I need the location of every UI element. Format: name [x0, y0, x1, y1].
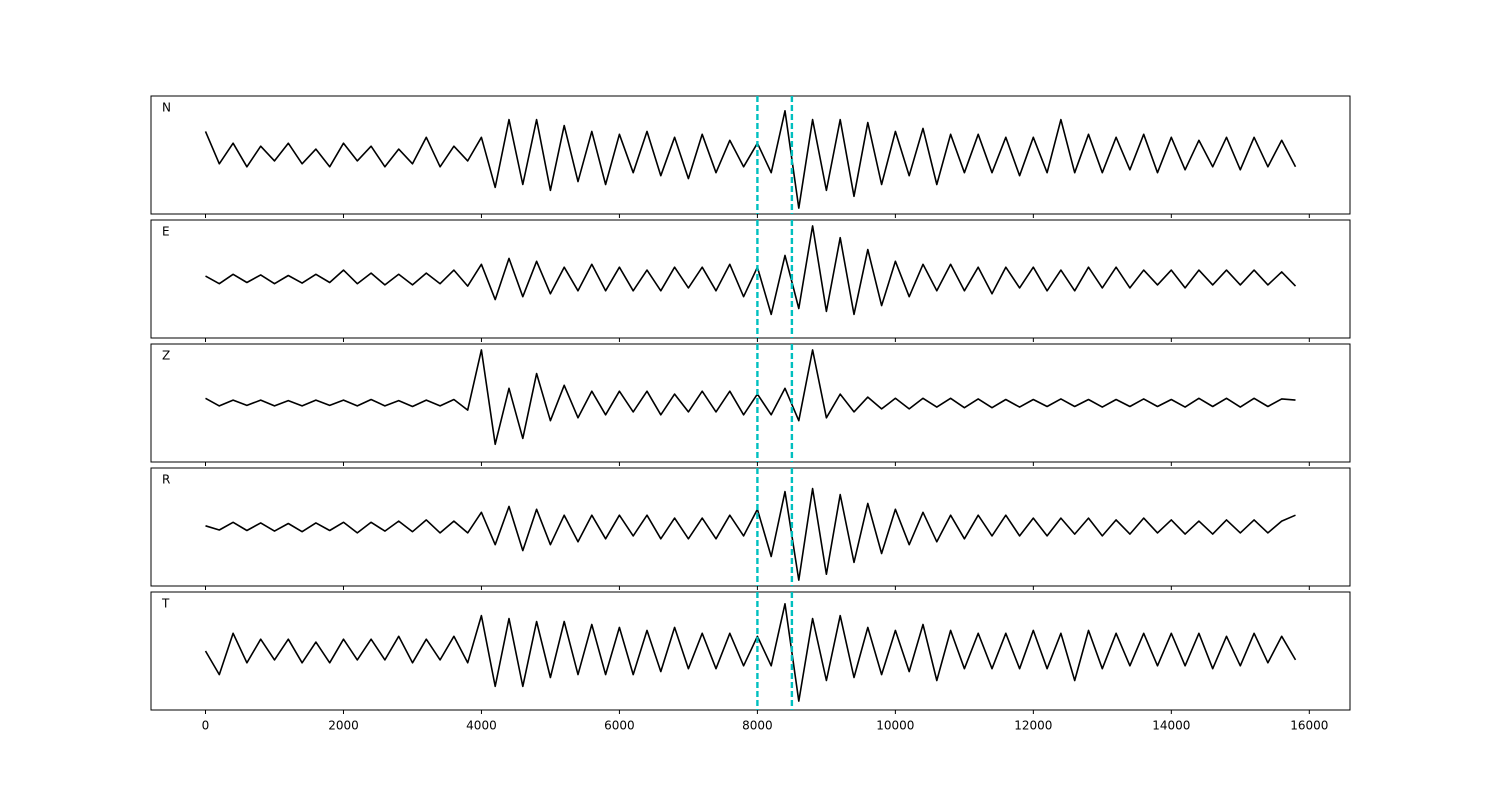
trace	[205, 225, 1297, 316]
x-tick-label: 0	[202, 719, 210, 733]
x-tick-label: 14000	[1152, 719, 1190, 733]
panel-label: Z	[162, 349, 170, 363]
trace	[204, 110, 1297, 209]
x-tick-label: 6000	[604, 719, 635, 733]
panel-frame	[150, 95, 1351, 215]
x-tick-label: 12000	[1014, 719, 1052, 733]
panel-frame	[150, 343, 1351, 463]
x-tick-label: 2000	[328, 719, 359, 733]
x-tick-label: 8000	[742, 719, 773, 733]
panel-label: N	[162, 101, 171, 115]
panel-frame	[150, 467, 1351, 587]
trace	[205, 349, 1296, 446]
panel-frame	[150, 591, 1351, 711]
trace	[205, 487, 1296, 581]
panel-frame	[150, 219, 1351, 339]
panel-label: T	[161, 597, 170, 611]
trace	[204, 603, 1297, 702]
panel-label: E	[162, 225, 170, 239]
x-tick-label: 4000	[466, 719, 497, 733]
x-tick-label: 10000	[876, 719, 914, 733]
panel-label: R	[162, 473, 170, 487]
x-tick-label: 16000	[1290, 719, 1328, 733]
